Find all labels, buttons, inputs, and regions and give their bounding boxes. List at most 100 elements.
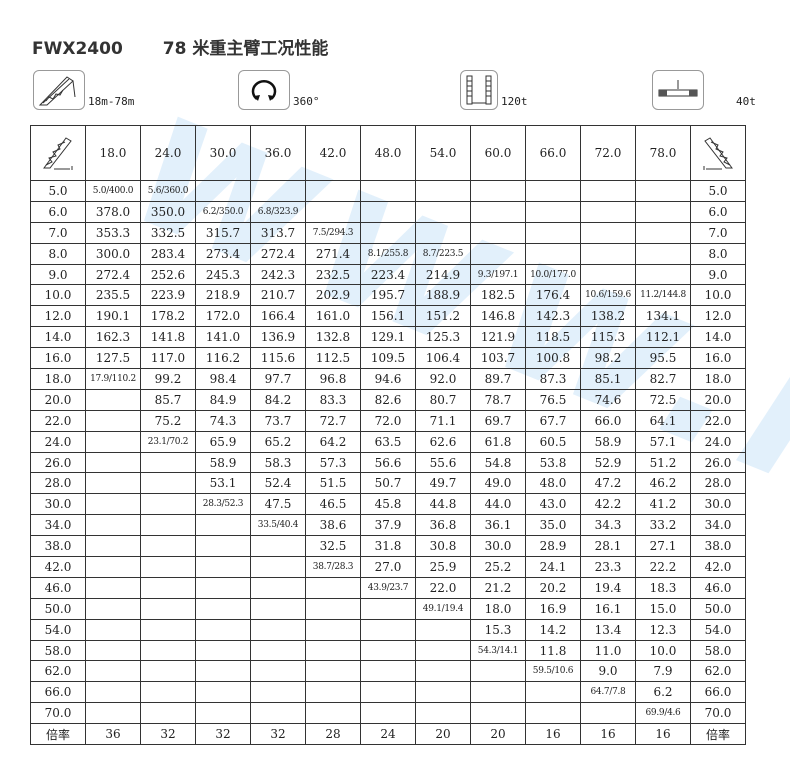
load-cell [140, 556, 196, 578]
load-cell: 42.2 [580, 493, 636, 516]
load-cell: 12.3 [635, 618, 691, 641]
load-cell: 242.3 [250, 263, 306, 286]
load-cell [250, 660, 306, 683]
load-cell: 59.5/10.6 [525, 660, 581, 683]
radius-cell: 6.0 [30, 200, 86, 223]
table-row: 20.0 85.7 84.9 84.2 83.3 82.6 80.7 78.7 76.5 74.6… [30, 388, 746, 411]
load-cell: 45.8 [360, 493, 416, 516]
radius-cell: 54.0 [690, 618, 746, 641]
load-cell: 283.4 [140, 242, 196, 265]
load-cell: 28.3/52.3 [195, 493, 251, 516]
load-cell: 7.9 [635, 660, 691, 683]
load-cell: 188.9 [415, 284, 471, 307]
load-cell: 223.4 [360, 263, 416, 286]
load-cell [250, 556, 306, 578]
load-cell: 80.7 [415, 388, 471, 411]
radius-cell: 5.0 [690, 180, 746, 202]
load-cell: 74.6 [580, 388, 636, 411]
boom-length-header: 18.0 [85, 125, 141, 181]
radius-cell: 5.0 [30, 180, 86, 202]
load-cell: 8.7/223.5 [415, 242, 471, 265]
load-cell: 67.7 [525, 409, 581, 432]
load-cell: 34.3 [580, 514, 636, 537]
load-cell: 64.2 [305, 430, 361, 453]
radius-cell: 7.0 [690, 221, 746, 244]
load-cell: 235.5 [85, 284, 141, 307]
radius-cell: 66.0 [690, 681, 746, 704]
load-cell: 5.0/400.0 [85, 180, 141, 202]
load-cell: 11.0 [580, 639, 636, 662]
load-cell [195, 556, 251, 578]
load-cell: 132.8 [305, 326, 361, 349]
load-cell: 22.2 [635, 556, 691, 578]
radius-cell: 34.0 [690, 514, 746, 537]
load-cell: 28.9 [525, 535, 581, 558]
radius-cell: 58.0 [690, 639, 746, 662]
load-cell: 115.6 [250, 347, 306, 370]
load-cell [85, 556, 141, 578]
load-cell: 161.0 [305, 305, 361, 328]
table-row: 22.0 75.2 74.3 73.7 72.7 72.0 71.1 69.7 67.7 66.0… [30, 409, 746, 432]
load-cell [415, 200, 471, 223]
load-cell [360, 681, 416, 704]
load-cell: 82.7 [635, 368, 691, 390]
load-cell: 58.9 [580, 430, 636, 453]
boom-length-header: 54.0 [415, 125, 471, 181]
load-cell: 15.3 [470, 618, 526, 641]
reeving-cell: 32 [250, 723, 306, 746]
load-cell [470, 681, 526, 704]
load-cell: 61.8 [470, 430, 526, 453]
reeving-label: 倍率 [690, 723, 746, 746]
load-cell: 223.9 [140, 284, 196, 307]
load-cell [85, 639, 141, 662]
load-cell [525, 221, 581, 244]
load-cell [635, 200, 691, 223]
radius-cell: 70.0 [690, 702, 746, 725]
load-cell: 25.9 [415, 556, 471, 578]
load-cell: 97.7 [250, 368, 306, 390]
boom-length-header: 42.0 [305, 125, 361, 181]
load-cell [360, 597, 416, 620]
load-cell [305, 681, 361, 704]
load-cell [580, 242, 636, 265]
radius-cell: 42.0 [690, 556, 746, 578]
load-cell: 46.5 [305, 493, 361, 516]
radius-cell: 12.0 [690, 305, 746, 328]
load-cell: 6.2 [635, 681, 691, 704]
load-cell: 55.6 [415, 451, 471, 474]
load-cell: 332.5 [140, 221, 196, 244]
load-cell: 47.2 [580, 472, 636, 495]
load-cell [635, 263, 691, 286]
load-cell: 64.1 [635, 409, 691, 432]
radius-cell: 46.0 [30, 576, 86, 599]
radius-cell: 8.0 [690, 242, 746, 265]
load-cell: 35.0 [525, 514, 581, 537]
radius-cell: 58.0 [30, 639, 86, 662]
table-row: 5.0 5.0/400.0 5.6/360.0 5.0 [30, 180, 746, 202]
load-cell: 50.7 [360, 472, 416, 495]
load-cell: 25.2 [470, 556, 526, 578]
load-cell [305, 200, 361, 223]
load-cell: 24.1 [525, 556, 581, 578]
load-cell [360, 221, 416, 244]
load-cell: 176.4 [525, 284, 581, 307]
load-cell [635, 221, 691, 244]
table-row: 26.0 58.9 58.3 57.3 56.6 55.6 54.8 53.8 52.9 51.2… [30, 451, 746, 474]
radius-cell: 24.0 [690, 430, 746, 453]
load-cell [250, 702, 306, 725]
load-cell [470, 660, 526, 683]
load-cell [195, 576, 251, 599]
load-cell: 43.9/23.7 [360, 576, 416, 599]
radius-cell: 22.0 [30, 409, 86, 432]
load-cell: 195.7 [360, 284, 416, 307]
radius-cell: 42.0 [30, 556, 86, 578]
radius-cell: 16.0 [690, 347, 746, 370]
boom-length-header: 66.0 [525, 125, 581, 181]
load-cell [525, 681, 581, 704]
load-cell: 95.5 [635, 347, 691, 370]
load-cell: 52.4 [250, 472, 306, 495]
load-cell: 141.8 [140, 326, 196, 349]
load-cell: 54.8 [470, 451, 526, 474]
load-cell: 37.9 [360, 514, 416, 537]
table-row: 10.0 235.5 223.9 218.9 210.7 202.9 195.7 188.9 1… [30, 284, 746, 307]
